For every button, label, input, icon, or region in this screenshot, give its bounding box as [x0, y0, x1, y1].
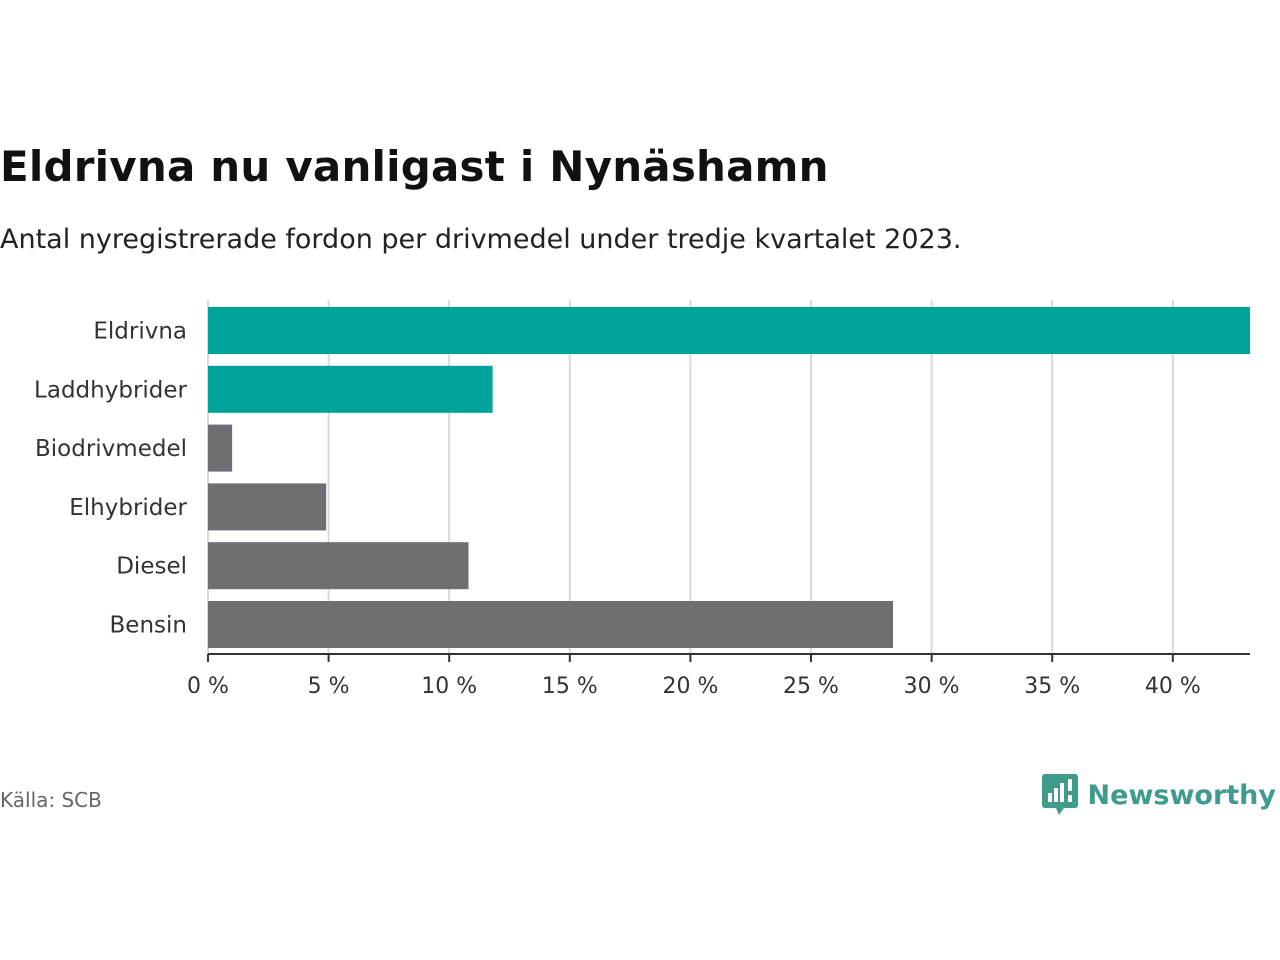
source-note: Källa: SCB: [0, 788, 102, 812]
brand-name: Newsworthy: [1087, 779, 1276, 811]
category-label: Eldrivna: [93, 319, 187, 345]
category-label: Elhybrider: [69, 495, 187, 521]
bar-laddhybrider: [208, 365, 493, 413]
bar-elhybrider: [208, 483, 327, 531]
category-label: Biodrivmedel: [35, 436, 187, 462]
bar-bensin: [208, 601, 894, 648]
bars: [208, 307, 1250, 648]
x-tick-label: 15 %: [542, 674, 598, 699]
category-label: Diesel: [116, 554, 187, 580]
chart-subtitle: Antal nyregistrerade fordon per drivmede…: [0, 224, 962, 255]
x-tick-label: 35 %: [1024, 674, 1080, 699]
x-tick-label: 10 %: [421, 674, 477, 699]
bar-biodrivmedel: [208, 424, 233, 472]
x-tick-label: 30 %: [904, 674, 960, 699]
x-tick-label: 40 %: [1145, 674, 1201, 699]
bar-chart: 0 % 5 % 10 % 15 % 20 % 25 % 30 % 35 % 40 % Eldri…: [34, 300, 1250, 699]
chart-title: Eldrivna nu vanligast i Nynäshamn: [0, 142, 829, 191]
category-label: Bensin: [110, 613, 187, 639]
bar-diesel: [208, 542, 469, 590]
newsworthy-logo-icon: [1041, 774, 1078, 815]
x-tick-label: 20 %: [662, 674, 718, 699]
bar-eldrivna: [208, 307, 1250, 354]
x-axis: 0 % 5 % 10 % 15 % 20 % 25 % 30 % 35 % 40 %: [187, 653, 1250, 699]
grid-lines: [207, 300, 1174, 654]
category-label: Laddhybrider: [34, 377, 187, 403]
x-tick-label: 0 %: [187, 674, 229, 699]
x-tick-label: 25 %: [783, 674, 839, 699]
x-tick-label: 5 %: [308, 674, 350, 699]
brand-logo[interactable]: Newsworthy: [1041, 774, 1276, 816]
category-labels: Eldrivna Laddhybrider Biodrivmedel Elhybrid…: [34, 319, 187, 639]
